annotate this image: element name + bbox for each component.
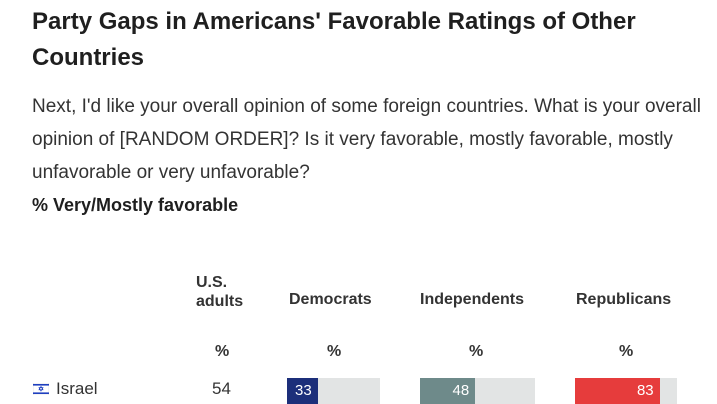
column-header-independents: Independents [420, 291, 525, 308]
pct-header-adults: % [215, 343, 230, 360]
chart-title: Party Gaps in Americans' Favorable Ratin… [32, 8, 636, 71]
measure-label: % Very/Mostly favorable [32, 195, 239, 215]
adults-value: 54 [212, 379, 231, 398]
row-label-israel: Israel [33, 379, 98, 399]
bar-track-republicans: 83 [575, 378, 677, 404]
bar-label-republicans: 83 [636, 382, 654, 399]
bar-track-independents: 48 [420, 378, 535, 404]
bar-label-independents: 48 [452, 382, 470, 399]
country-name: Israel [56, 379, 98, 398]
column-header-democrats: Democrats [289, 291, 372, 308]
bar-independents [420, 378, 476, 404]
column-header-republicans: Republicans [576, 291, 672, 308]
pct-header-republicans: % [619, 343, 634, 360]
bar-democrats [287, 378, 318, 404]
column-header-adults: U.S. adults [196, 274, 244, 310]
bar-label-democrats: 33 [295, 382, 312, 399]
survey-question: Next, I'd like your overall opinion of s… [32, 96, 701, 183]
bar-track-democrats: 33 [287, 378, 380, 404]
pct-header-democrats: % [327, 343, 342, 360]
israel-flag-icon [33, 383, 49, 395]
bar-republicans [575, 378, 660, 404]
pct-header-independents: % [469, 343, 484, 360]
